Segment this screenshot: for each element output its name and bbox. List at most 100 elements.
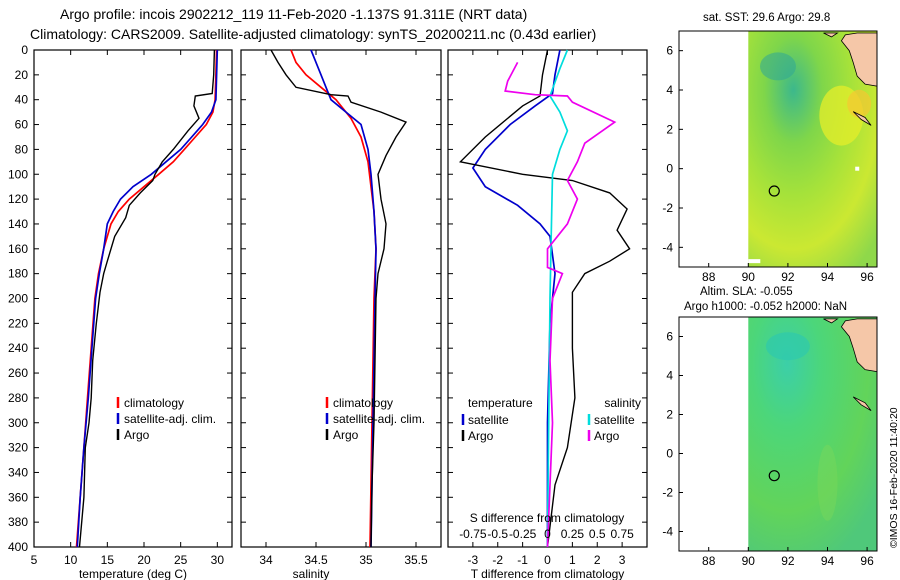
y-tick-label: 400 [8,540,28,554]
inner-tick-label: -0.25 [509,527,537,541]
map-y-tick-label: 2 [666,408,673,422]
sst-warm-patch [847,89,872,118]
y-tick-label: 100 [8,167,28,181]
series-line-satellite-adj-clim- [76,49,219,548]
sst-nodata-patch [855,166,860,171]
x-tick-label: 10 [64,553,78,567]
y-tick-label: 340 [8,465,28,479]
argo-location-marker [768,470,780,482]
sst-nodata-patch [748,259,761,264]
imos-stamp: ©IMOS 16-Feb-2020 11:40:20 [888,407,900,548]
x-tick-label: 3 [619,553,626,567]
inner-tick-label: 0 [544,527,551,541]
y-tick-label: 280 [8,391,28,405]
legend-label: satellite [594,413,635,427]
y-tick-label: 180 [8,267,28,281]
x-tick-label: -2 [492,553,503,567]
map-frame-sst_map [678,30,878,268]
legend-label: satellite [468,413,509,427]
legend-title-salinity: salinity [604,396,641,410]
map-y-tick-label: 4 [666,369,673,383]
x-tick-label: 35 [359,553,373,567]
x-tick-label: -3 [468,553,479,567]
inner-tick-label: 0.75 [610,527,634,541]
x-axis-label: salinity [293,567,330,580]
y-tick-label: 80 [15,142,29,156]
coastline-simeulue [852,396,872,411]
map-x-tick-label: 96 [860,554,874,568]
map-y-tick-label: 0 [666,447,673,461]
x-tick-label: 34 [259,553,273,567]
map-x-tick-label: 90 [742,270,756,284]
map-x-tick-label: 88 [702,554,716,568]
map-y-tick-label: 6 [666,44,673,58]
y-tick-label: 60 [15,118,29,132]
x-tick-label: 34.5 [304,553,328,567]
y-tick-label: 40 [15,93,29,107]
map-x-tick-label: 94 [821,270,835,284]
argo-location-marker [768,185,780,197]
series-line-argo [270,49,408,548]
x-tick-label: 35.5 [404,553,428,567]
coastline-sumatra [840,318,878,373]
legend-label: Argo [468,429,494,443]
coastline-island [823,32,839,38]
y-tick-label: 260 [8,366,28,380]
series-line-t-argo [458,49,631,548]
map-x-tick-label: 96 [860,270,874,284]
y-tick-label: 300 [8,416,28,430]
y-tick-label: 320 [8,441,28,455]
map-y-tick-label: 4 [666,83,673,97]
y-tick-label: 240 [8,341,28,355]
legend-label: Argo [594,429,620,443]
inner-tick-label: -0.75 [459,527,487,541]
y-tick-label: 380 [8,515,28,529]
coastline-sumatra [840,32,878,87]
map-x-tick-label: 92 [781,270,795,284]
map-y-tick-label: 6 [666,330,673,344]
x-tick-label: 2 [594,553,601,567]
series-line-t-satellite [471,49,561,547]
y-tick-label: 200 [8,292,28,306]
map-frame-sla_map [678,316,878,552]
map-y-tick-label: 2 [666,122,673,136]
legend-label: Argo [124,428,150,442]
map-x-tick-label: 94 [821,554,835,568]
x-tick-label: 15 [101,553,115,567]
y-tick-label: 220 [8,316,28,330]
map-y-tick-label: -2 [662,486,673,500]
inner-axis-label: S difference from climatology [470,511,625,525]
inner-tick-label: 0.25 [561,527,585,541]
y-tick-label: 140 [8,217,28,231]
x-tick-label: 30 [211,553,225,567]
y-tick-label: 160 [8,242,28,256]
y-tick-label: 0 [21,43,28,57]
series-line-s-argo [504,62,617,548]
sst-map-title: sat. SST: 29.6 Argo: 29.8 [703,12,831,24]
inner-tick-label: -0.5 [487,527,508,541]
map-x-tick-label: 92 [781,554,795,568]
sla-low-patch [817,444,838,521]
map-x-tick-label: 90 [742,554,756,568]
y-tick-label: 20 [15,68,29,82]
legend-label: satellite-adj. clim. [333,412,425,426]
x-tick-label: 20 [137,553,151,567]
series-line-s-satellite [546,49,569,548]
sst-cool-patch [760,52,796,81]
legend-label: climatology [333,396,393,410]
x-tick-label: 0 [544,553,551,567]
map-y-tick-label: -2 [662,201,673,215]
map-x-tick-label: 88 [702,270,716,284]
sla-map-title-1: Altim. SLA: -0.055 [700,286,793,298]
legend-label: satellite-adj. clim. [124,412,216,426]
sla-map-title-2: Argo h1000: -0.052 h2000: NaN [684,301,848,313]
coastline-island [823,318,839,324]
title-line-2: Climatology: CARS2009. Satellite-adjuste… [30,26,597,42]
x-tick-label: 1 [569,553,576,567]
x-tick-label: -1 [517,553,528,567]
legend-label: Argo [333,428,359,442]
map-y-tick-label: -4 [662,525,673,539]
x-tick-label: 5 [31,553,38,567]
